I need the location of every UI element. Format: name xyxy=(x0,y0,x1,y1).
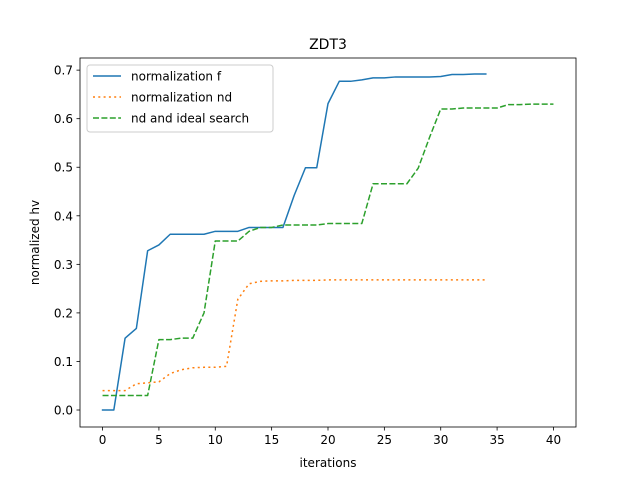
x-tick-label: 15 xyxy=(264,433,279,447)
y-tick-label: 0.5 xyxy=(54,161,73,175)
y-tick-label: 0.0 xyxy=(54,404,73,418)
legend-label-3: nd and ideal search xyxy=(131,112,249,126)
x-tick-label: 40 xyxy=(546,433,561,447)
y-tick-label: 0.2 xyxy=(54,306,73,320)
legend-label-2: normalization nd xyxy=(131,91,232,105)
x-tick-label: 10 xyxy=(208,433,223,447)
y-tick-label: 0.1 xyxy=(54,355,73,369)
legend-box xyxy=(86,64,274,133)
y-tick-label: 0.4 xyxy=(54,209,73,223)
y-axis-ticks: 0.0 0.1 0.2 0.3 0.4 0.5 0.6 0.7 xyxy=(54,64,80,418)
x-axis-label: iterations xyxy=(300,456,357,470)
series-line-1 xyxy=(101,73,487,411)
y-axis-label: normalized hv xyxy=(28,200,42,285)
y-tick-label: 0.6 xyxy=(54,112,73,126)
x-axis-ticks: 0 5 10 15 20 25 30 35 40 xyxy=(99,427,561,447)
legend-label-1: normalization f xyxy=(131,70,222,84)
series-line-3 xyxy=(102,103,554,397)
series-layer xyxy=(101,73,554,411)
y-tick-label: 0.7 xyxy=(54,64,73,78)
legend: normalization f normalization nd nd and id… xyxy=(86,64,274,133)
x-tick-label: 0 xyxy=(99,433,107,447)
x-tick-label: 30 xyxy=(433,433,448,447)
chart-title: ZDT3 xyxy=(309,37,347,53)
x-tick-label: 35 xyxy=(489,433,504,447)
y-tick-label: 0.3 xyxy=(54,258,73,272)
x-tick-label: 20 xyxy=(320,433,335,447)
x-tick-label: 5 xyxy=(155,433,163,447)
x-tick-label: 25 xyxy=(377,433,392,447)
